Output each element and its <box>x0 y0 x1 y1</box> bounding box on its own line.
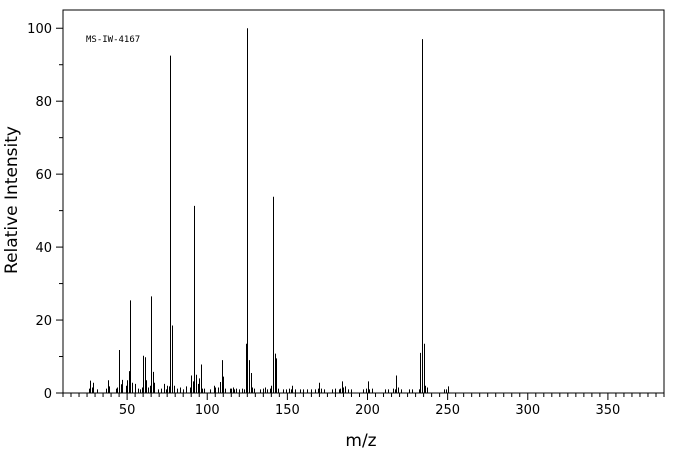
x-tick-label: 100 <box>195 403 220 418</box>
y-tick-label: 100 <box>27 22 52 37</box>
x-tick-label: 150 <box>275 403 300 418</box>
x-tick-label: 50 <box>119 403 136 418</box>
y-tick-label: 20 <box>35 314 52 329</box>
x-axis: 50 100 150 200 250 300 350 <box>62 393 665 418</box>
y-tick-label: 60 <box>35 168 52 183</box>
y-axis: 0 20 40 60 80 100 <box>27 22 63 402</box>
x-axis-title: m/z <box>345 431 376 451</box>
y-tick-label: 80 <box>35 95 52 110</box>
x-tick-label: 350 <box>595 403 620 418</box>
x-tick-label: 200 <box>355 403 380 418</box>
y-tick-label: 40 <box>35 241 52 256</box>
plot-frame <box>62 9 665 394</box>
spectrum-id-label: MS-IW-4167 <box>86 35 140 45</box>
x-tick-label: 250 <box>435 403 460 418</box>
x-tick-label: 300 <box>515 403 540 418</box>
y-tick-label: 0 <box>44 387 52 402</box>
peak-group <box>89 28 449 393</box>
plot-border <box>62 9 665 394</box>
y-axis-title: Relative Intensity <box>2 126 22 274</box>
